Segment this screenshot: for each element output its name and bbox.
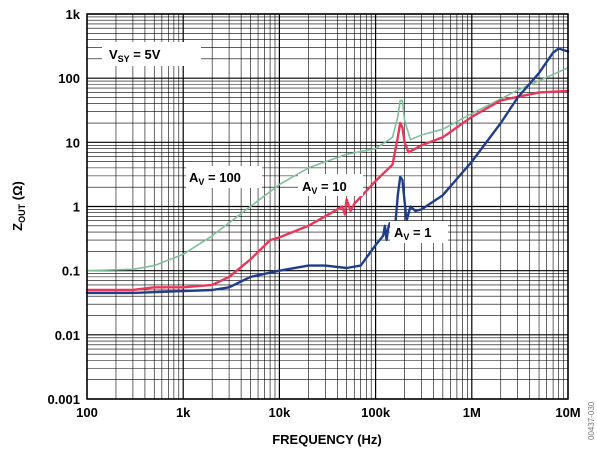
y-tick-label: 1 [73,200,80,215]
y-tick-label: 0.1 [62,264,80,279]
av1-label-box [390,221,448,243]
av10-label: AV = 10 [302,179,347,196]
x-axis-title: FREQUENCY (Hz) [272,432,382,447]
av100-label-box [186,166,262,188]
x-tick-label: 100k [361,405,391,420]
figure-id: 00437-030 [587,401,596,440]
series-line-av10 [85,89,570,292]
y-axis-title-main: Z [10,223,25,231]
y-tick-label: 0.01 [55,328,80,343]
av100-label: AV = 100 [189,170,241,187]
y-tick-label: 100 [58,71,80,86]
y-tick-label: 1k [66,7,81,22]
vsy-label-box [102,42,201,66]
x-tick-label: 100 [76,405,98,420]
x-tick-label: 1M [463,405,481,420]
x-tick-label: 10k [269,405,291,420]
x-tick-label: 10M [555,405,580,420]
x-tick-label: 1k [176,405,191,420]
y-axis-title: ZOUT (Ω) [10,181,27,231]
y-axis-title-sub: OUT [17,203,27,223]
y-tick-label: 10 [66,135,80,150]
plot-frame [86,13,569,400]
y-tick-labels: 0.001 0.01 0.1 1 10 100 1k [47,7,80,407]
series-line-av100 [86,67,569,272]
vsy-label: VSY = 5V [109,47,161,64]
av10-label-box [298,174,363,196]
y-axis-title-unit: (Ω) [10,181,25,204]
x-tick-labels: 100 1k 10k 100k 1M 10M [76,405,581,420]
av1-label: AV = 1 [394,225,431,242]
y-tick-label: 0.001 [47,392,80,407]
